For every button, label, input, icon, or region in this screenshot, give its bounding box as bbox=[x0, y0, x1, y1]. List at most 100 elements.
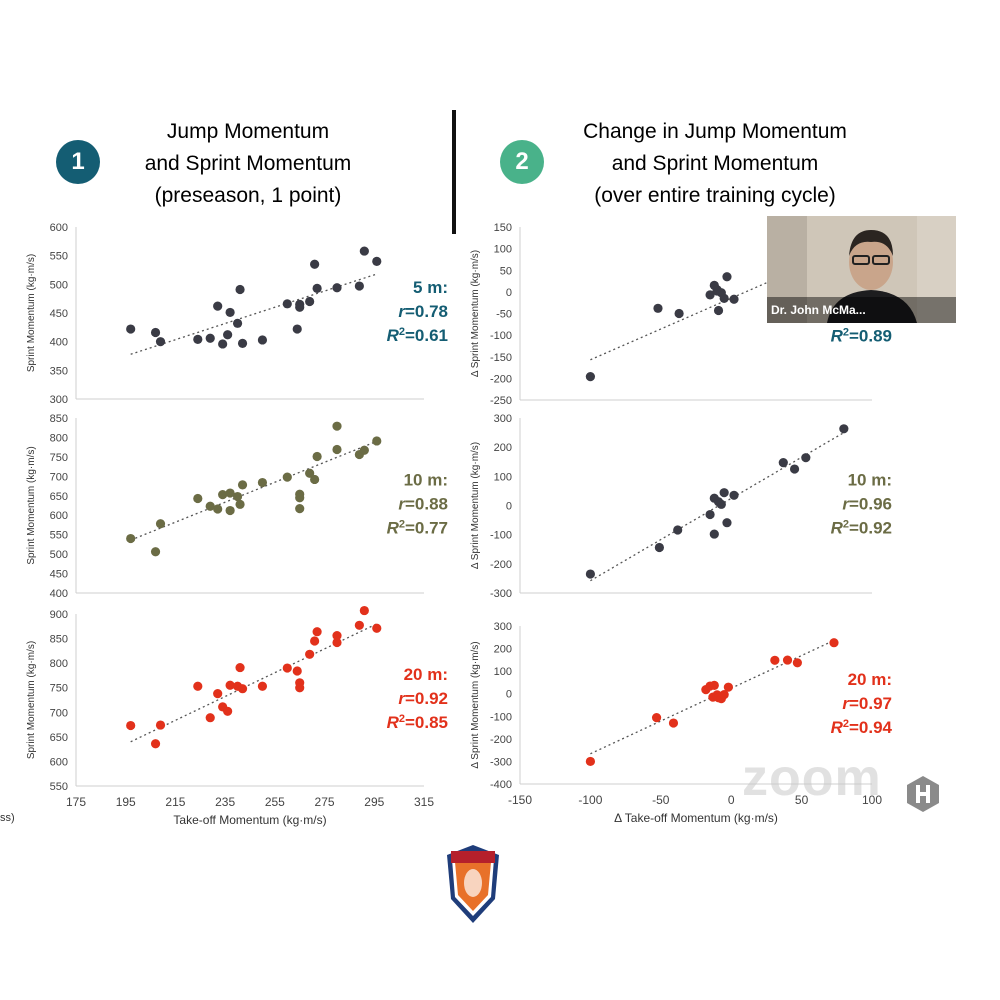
y-tick-label: 550 bbox=[50, 530, 68, 542]
webcam-video-tile[interactable]: Dr. John McMa... bbox=[767, 216, 956, 323]
data-point bbox=[295, 299, 305, 309]
data-point bbox=[193, 334, 203, 344]
y-tick-label: -150 bbox=[490, 352, 512, 364]
data-point bbox=[789, 464, 800, 474]
data-point bbox=[705, 509, 715, 520]
y-tick-label: 400 bbox=[50, 337, 68, 349]
y-tick-label: 600 bbox=[50, 222, 68, 234]
data-point bbox=[332, 637, 342, 648]
data-point bbox=[585, 372, 596, 382]
data-point bbox=[282, 472, 292, 482]
data-point bbox=[332, 444, 342, 455]
data-point bbox=[713, 305, 724, 316]
y-tick-label: 200 bbox=[494, 644, 512, 656]
y-tick-label: 750 bbox=[50, 683, 68, 695]
y-tick-label: -200 bbox=[490, 373, 512, 385]
data-point bbox=[205, 501, 215, 511]
annotation-distance: 5 m: bbox=[413, 278, 448, 297]
data-point bbox=[829, 638, 839, 648]
data-point bbox=[585, 756, 596, 767]
data-point bbox=[232, 318, 243, 328]
right-heading-line-1: Change in Jump Momentum bbox=[583, 120, 847, 143]
data-point bbox=[225, 307, 235, 318]
annotation-r: r=0.88 bbox=[398, 495, 448, 514]
data-point bbox=[237, 684, 248, 694]
x-tick-label: 0 bbox=[728, 793, 735, 807]
annotation-r: r=0.78 bbox=[398, 302, 448, 321]
data-point bbox=[305, 296, 315, 307]
y-tick-label: -300 bbox=[490, 588, 512, 600]
data-point bbox=[782, 655, 793, 665]
right-panel-heading: Change in Jump Momentum and Sprint Momen… bbox=[545, 116, 885, 212]
data-point bbox=[237, 480, 248, 490]
y-tick-label: 800 bbox=[50, 658, 68, 670]
data-point bbox=[310, 474, 320, 485]
y-axis-label: Δ Sprint Momentum (kg·m/s) bbox=[470, 250, 481, 377]
trend-line bbox=[590, 432, 845, 582]
annotation-r2: R2=0.61 bbox=[387, 326, 448, 345]
y-tick-label: 350 bbox=[50, 365, 68, 377]
y-tick-label: -100 bbox=[490, 530, 512, 542]
data-point bbox=[332, 283, 342, 293]
annotation-r2: R2=0.77 bbox=[387, 519, 448, 538]
y-tick-label: 700 bbox=[50, 471, 68, 483]
data-point bbox=[282, 663, 292, 673]
y-axis-label: Δ Sprint Momentum (kg·m/s) bbox=[470, 442, 481, 569]
data-point bbox=[668, 718, 679, 728]
x-tick-label: 50 bbox=[795, 793, 809, 807]
annotation-distance: 10 m: bbox=[404, 471, 448, 490]
data-point bbox=[722, 272, 732, 282]
annotation-r2: R2=0.85 bbox=[387, 713, 448, 732]
data-point bbox=[150, 547, 161, 557]
y-tick-label: 300 bbox=[494, 621, 512, 633]
data-point bbox=[237, 338, 248, 348]
y-tick-label: 550 bbox=[50, 781, 68, 793]
data-point bbox=[295, 493, 305, 503]
x-axis-label: Take-off Momentum (kg·m/s) bbox=[173, 813, 326, 827]
data-point bbox=[310, 259, 320, 269]
trend-line bbox=[130, 440, 378, 541]
data-point bbox=[354, 281, 364, 291]
y-tick-label: 650 bbox=[50, 732, 68, 744]
x-tick-label: -150 bbox=[508, 793, 532, 807]
y-tick-label: 50 bbox=[500, 265, 512, 277]
participant-name-label: Dr. John McMa... bbox=[767, 297, 956, 323]
y-tick-label: 850 bbox=[50, 634, 68, 646]
data-point bbox=[205, 713, 215, 723]
data-point bbox=[257, 681, 268, 691]
data-point bbox=[674, 308, 684, 319]
data-point bbox=[213, 689, 223, 699]
annotation-r: r=0.97 bbox=[842, 694, 892, 713]
data-point bbox=[225, 680, 235, 690]
x-tick-label: 295 bbox=[364, 795, 384, 809]
data-point bbox=[770, 655, 780, 665]
right-heading-line-3: (over entire training cycle) bbox=[594, 184, 836, 207]
data-point bbox=[705, 290, 715, 300]
x-tick-label: 275 bbox=[315, 795, 335, 809]
data-point bbox=[292, 666, 302, 676]
data-point bbox=[312, 283, 322, 293]
y-tick-label: 600 bbox=[50, 756, 68, 768]
data-point bbox=[235, 499, 245, 509]
data-point bbox=[126, 324, 136, 334]
y-tick-label: 100 bbox=[494, 666, 512, 678]
y-tick-label: 450 bbox=[50, 569, 68, 581]
data-point bbox=[723, 682, 733, 692]
data-point bbox=[223, 330, 233, 340]
data-point bbox=[651, 713, 662, 723]
y-tick-label: 100 bbox=[494, 471, 512, 483]
section-number-badge-2: 2 bbox=[500, 140, 544, 184]
y-tick-label: 800 bbox=[50, 432, 68, 444]
data-point bbox=[295, 504, 305, 514]
y-tick-label: 650 bbox=[50, 491, 68, 503]
y-tick-label: -100 bbox=[490, 711, 512, 723]
data-point bbox=[372, 436, 382, 446]
y-axis-label: Δ Sprint Momentum (kg·m/s) bbox=[470, 641, 481, 768]
data-point bbox=[305, 468, 315, 478]
data-point bbox=[150, 327, 161, 338]
y-tick-label: -200 bbox=[490, 734, 512, 746]
data-point bbox=[654, 542, 664, 553]
data-point bbox=[359, 605, 369, 616]
y-tick-label: -200 bbox=[490, 559, 512, 571]
